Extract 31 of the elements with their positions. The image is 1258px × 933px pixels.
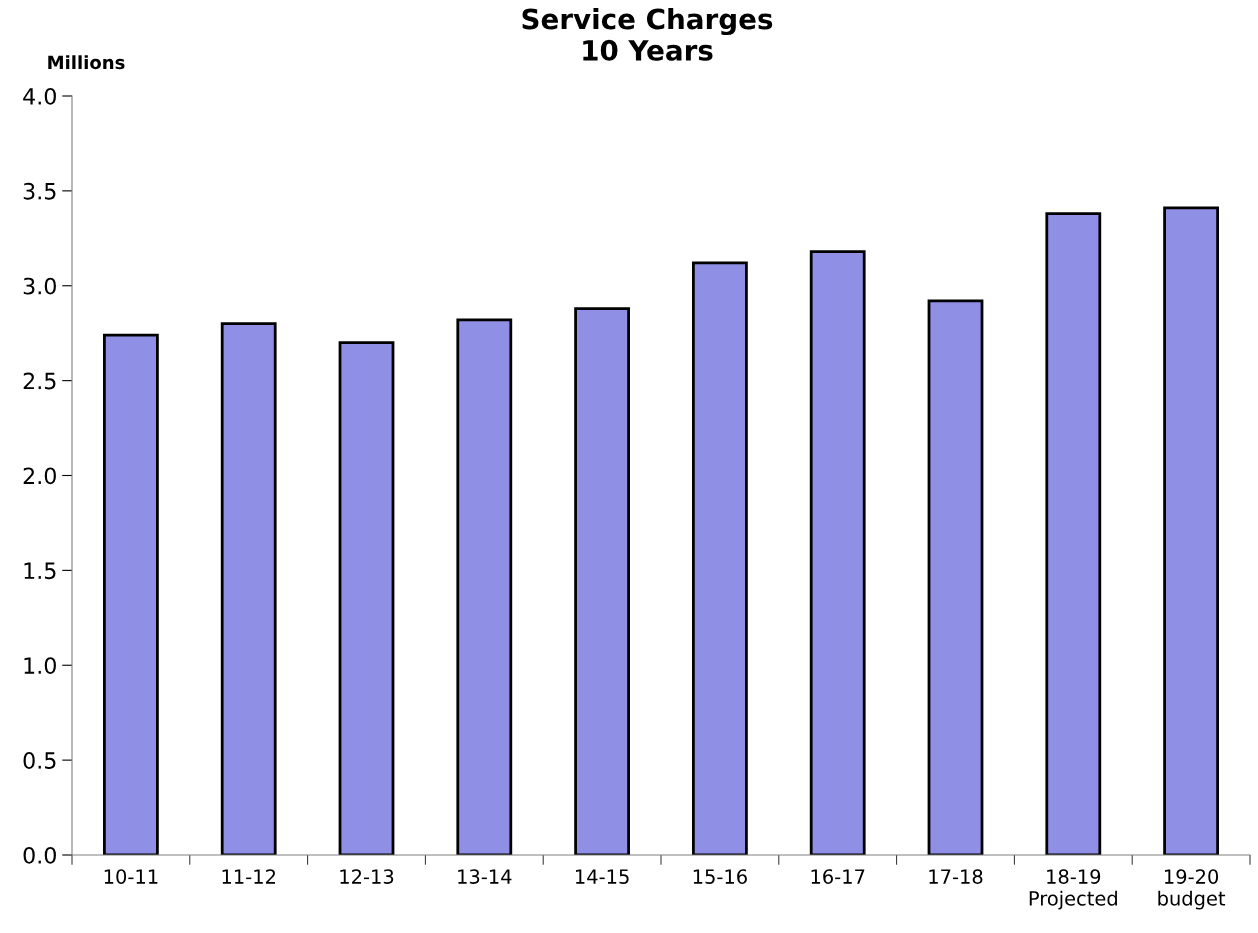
x-tick-label: 14-15 bbox=[575, 869, 629, 884]
x-tick-label: 11-12 bbox=[222, 869, 275, 884]
x-tick-label: 16-17 bbox=[811, 869, 865, 884]
y-tick-label: 1.5 bbox=[24, 562, 56, 580]
y-tick-label: 4.0 bbox=[23, 87, 56, 105]
x-tick-label: 15-16 bbox=[693, 869, 747, 884]
bar bbox=[338, 341, 395, 855]
chart-title: Service Charges 10 Years bbox=[522, 8, 773, 61]
y-tick-label: 2.5 bbox=[23, 372, 56, 390]
x-tick-label: 13-14 bbox=[458, 869, 512, 884]
bar bbox=[1045, 212, 1102, 855]
x-tick-label: 18-19 Projected bbox=[1029, 869, 1117, 910]
y-tick-label: 3.0 bbox=[23, 277, 56, 295]
y-tick-label: 0.5 bbox=[23, 752, 56, 769]
bar bbox=[103, 333, 159, 855]
bar bbox=[927, 299, 984, 855]
bar bbox=[692, 261, 748, 855]
bar bbox=[809, 250, 866, 855]
bar bbox=[220, 322, 277, 855]
x-tick-label: 10-11 bbox=[104, 869, 158, 884]
x-tick-label: 12-13 bbox=[340, 869, 394, 884]
bar bbox=[574, 307, 630, 855]
y-tick-label: 2.0 bbox=[23, 467, 56, 485]
x-tick-label: 19-20 budget bbox=[1158, 869, 1226, 910]
y-tick-label: 3.5 bbox=[23, 182, 56, 200]
bar bbox=[1163, 206, 1219, 855]
y-axis-title: Millions bbox=[48, 55, 125, 70]
x-tick-label: 17-18 bbox=[929, 869, 983, 884]
bar bbox=[456, 318, 513, 855]
y-tick-label: 0.0 bbox=[23, 846, 56, 864]
y-tick-label: 1.0 bbox=[24, 657, 56, 675]
